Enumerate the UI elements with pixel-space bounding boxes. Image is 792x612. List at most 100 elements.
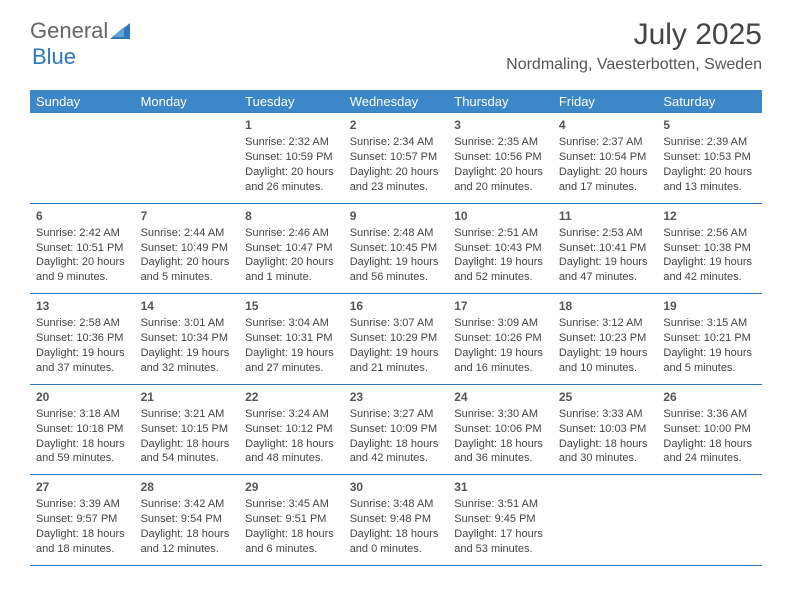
- day-info: Sunrise: 2:44 AMSunset: 10:49 PMDaylight…: [141, 226, 234, 285]
- calendar-cell: 3 Sunrise: 2:35 AMSunset: 10:56 PMDayligh…: [448, 113, 553, 203]
- day-number: 20: [36, 389, 129, 405]
- calendar-cell: 18 Sunrise: 3:12 AMSunset: 10:23 PMDaylig…: [553, 294, 658, 385]
- location-text: Nordmaling, Vaesterbotten, Sweden: [506, 56, 762, 74]
- day-info: Sunrise: 3:21 AMSunset: 10:15 PMDaylight…: [141, 407, 234, 466]
- day-number: 27: [36, 479, 129, 495]
- day-number: 8: [245, 208, 338, 224]
- day-number: 23: [350, 389, 443, 405]
- day-info: Sunrise: 3:45 AMSunset: 9:51 PMDaylight:…: [245, 497, 338, 556]
- calendar-cell: 17Sunrise: 3:09 AMSunset: 10:26 PMDaylig…: [448, 294, 553, 385]
- day-info: Sunrise: 2:34 AMSunset: 10:57 PMDaylight…: [350, 135, 443, 194]
- calendar-cell: 23 Sunrise: 3:27 AMSunset: 10:09 PMDaylig…: [344, 384, 449, 475]
- day-info: Sunrise: 2:53 AMSunset: 10:41 PMDaylight…: [559, 226, 652, 285]
- calendar-cell: 11 Sunrise: 2:53 AMSunset: 10:41 PMDaylig…: [553, 203, 658, 294]
- logo-triangle-icon: [110, 23, 130, 39]
- day-number: 9: [350, 208, 443, 224]
- day-number: 11: [559, 208, 652, 224]
- day-info: Sunrise: 2:51 AMSunset: 10:43 PMDaylight…: [454, 226, 547, 285]
- weekday-header: Friday: [553, 90, 658, 113]
- day-number: 10: [454, 208, 547, 224]
- weekday-header: Monday: [135, 90, 240, 113]
- calendar-cell: 21 Sunrise: 3:21 AMSunset: 10:15 PMDaylig…: [135, 384, 240, 475]
- day-info: Sunrise: 2:48 AMSunset: 10:45 PMDaylight…: [350, 226, 443, 285]
- calendar-cell-empty: [553, 475, 658, 566]
- calendar-cell: 1Sunrise: 2:32 AMSunset: 10:59 PMDayligh…: [239, 113, 344, 203]
- calendar-cell: 27 Sunrise: 3:39 AMSunset: 9:57 PMDayligh…: [30, 475, 135, 566]
- day-number: 3: [454, 117, 547, 133]
- day-info: Sunrise: 3:01 AMSunset: 10:34 PMDaylight…: [141, 316, 234, 375]
- day-number: 14: [141, 298, 234, 314]
- day-number: 28: [141, 479, 234, 495]
- day-number: 22: [245, 389, 338, 405]
- calendar-row: 27 Sunrise: 3:39 AMSunset: 9:57 PMDayligh…: [30, 475, 762, 566]
- day-info: Sunrise: 3:15 AMSunset: 10:21 PMDaylight…: [663, 316, 756, 375]
- day-info: Sunrise: 3:24 AMSunset: 10:12 PMDaylight…: [245, 407, 338, 466]
- weekday-header: Sunday: [30, 90, 135, 113]
- weekday-header-row: SundayMondayTuesdayWednesdayThursdayFrid…: [30, 90, 762, 113]
- calendar-cell: 6 Sunrise: 2:42 AMSunset: 10:51 PMDayligh…: [30, 203, 135, 294]
- calendar-cell: 19Sunrise: 3:15 AMSunset: 10:21 PMDaylig…: [657, 294, 762, 385]
- day-info: Sunrise: 3:39 AMSunset: 9:57 PMDaylight:…: [36, 497, 129, 556]
- calendar-cell: 25Sunrise: 3:33 AMSunset: 10:03 PMDaylig…: [553, 384, 658, 475]
- calendar-cell: 15Sunrise: 3:04 AMSunset: 10:31 PMDaylig…: [239, 294, 344, 385]
- day-info: Sunrise: 3:36 AMSunset: 10:00 PMDaylight…: [663, 407, 756, 466]
- calendar-cell: 4 Sunrise: 2:37 AMSunset: 10:54 PMDayligh…: [553, 113, 658, 203]
- day-info: Sunrise: 3:33 AMSunset: 10:03 PMDaylight…: [559, 407, 652, 466]
- day-info: Sunrise: 2:46 AMSunset: 10:47 PMDaylight…: [245, 226, 338, 285]
- day-info: Sunrise: 3:48 AMSunset: 9:48 PMDaylight:…: [350, 497, 443, 556]
- day-info: Sunrise: 3:18 AMSunset: 10:18 PMDaylight…: [36, 407, 129, 466]
- day-info: Sunrise: 2:58 AMSunset: 10:36 PMDaylight…: [36, 316, 129, 375]
- day-number: 30: [350, 479, 443, 495]
- calendar-cell: 13Sunrise: 2:58 AMSunset: 10:36 PMDaylig…: [30, 294, 135, 385]
- calendar-row: 6 Sunrise: 2:42 AMSunset: 10:51 PMDayligh…: [30, 203, 762, 294]
- day-number: 24: [454, 389, 547, 405]
- day-info: Sunrise: 3:09 AMSunset: 10:26 PMDaylight…: [454, 316, 547, 375]
- calendar-cell-empty: [30, 113, 135, 203]
- calendar-cell: 8 Sunrise: 2:46 AMSunset: 10:47 PMDayligh…: [239, 203, 344, 294]
- day-info: Sunrise: 2:56 AMSunset: 10:38 PMDaylight…: [663, 226, 756, 285]
- day-info: Sunrise: 3:07 AMSunset: 10:29 PMDaylight…: [350, 316, 443, 375]
- calendar-cell: 16 Sunrise: 3:07 AMSunset: 10:29 PMDaylig…: [344, 294, 449, 385]
- calendar-cell: 2Sunrise: 2:34 AMSunset: 10:57 PMDayligh…: [344, 113, 449, 203]
- calendar-cell: 20 Sunrise: 3:18 AMSunset: 10:18 PMDaylig…: [30, 384, 135, 475]
- day-number: 12: [663, 208, 756, 224]
- day-info: Sunrise: 2:37 AMSunset: 10:54 PMDaylight…: [559, 135, 652, 194]
- day-number: 21: [141, 389, 234, 405]
- weekday-header: Thursday: [448, 90, 553, 113]
- day-info: Sunrise: 3:12 AMSunset: 10:23 PMDaylight…: [559, 316, 652, 375]
- calendar-body: 1Sunrise: 2:32 AMSunset: 10:59 PMDayligh…: [30, 113, 762, 565]
- calendar-cell: 14 Sunrise: 3:01 AMSunset: 10:34 PMDaylig…: [135, 294, 240, 385]
- day-info: Sunrise: 3:51 AMSunset: 9:45 PMDaylight:…: [454, 497, 547, 556]
- weekday-header: Saturday: [657, 90, 762, 113]
- calendar-cell: 7 Sunrise: 2:44 AMSunset: 10:49 PMDayligh…: [135, 203, 240, 294]
- calendar-row: 20 Sunrise: 3:18 AMSunset: 10:18 PMDaylig…: [30, 384, 762, 475]
- calendar-cell: 26Sunrise: 3:36 AMSunset: 10:00 PMDaylig…: [657, 384, 762, 475]
- day-number: 7: [141, 208, 234, 224]
- calendar-cell: 9 Sunrise: 2:48 AMSunset: 10:45 PMDayligh…: [344, 203, 449, 294]
- logo-text-blue: Blue: [32, 44, 76, 70]
- calendar-cell: 5Sunrise: 2:39 AMSunset: 10:53 PMDayligh…: [657, 113, 762, 203]
- day-info: Sunrise: 3:04 AMSunset: 10:31 PMDaylight…: [245, 316, 338, 375]
- calendar-row: 1Sunrise: 2:32 AMSunset: 10:59 PMDayligh…: [30, 113, 762, 203]
- calendar-row: 13Sunrise: 2:58 AMSunset: 10:36 PMDaylig…: [30, 294, 762, 385]
- day-info: Sunrise: 2:42 AMSunset: 10:51 PMDaylight…: [36, 226, 129, 285]
- logo: General: [30, 18, 130, 44]
- calendar-table: SundayMondayTuesdayWednesdayThursdayFrid…: [30, 90, 762, 566]
- calendar-cell: 31Sunrise: 3:51 AMSunset: 9:45 PMDayligh…: [448, 475, 553, 566]
- weekday-header: Wednesday: [344, 90, 449, 113]
- calendar-cell: 24 Sunrise: 3:30 AMSunset: 10:06 PMDaylig…: [448, 384, 553, 475]
- calendar-cell-empty: [135, 113, 240, 203]
- weekday-header: Tuesday: [239, 90, 344, 113]
- day-number: 16: [350, 298, 443, 314]
- day-number: 4: [559, 117, 652, 133]
- header: General July 2025 Nordmaling, Vaesterbot…: [0, 0, 792, 82]
- calendar-cell: 28Sunrise: 3:42 AMSunset: 9:54 PMDayligh…: [135, 475, 240, 566]
- day-info: Sunrise: 2:39 AMSunset: 10:53 PMDaylight…: [663, 135, 756, 194]
- calendar-cell: 22 Sunrise: 3:24 AMSunset: 10:12 PMDaylig…: [239, 384, 344, 475]
- day-number: 18: [559, 298, 652, 314]
- day-info: Sunrise: 3:27 AMSunset: 10:09 PMDaylight…: [350, 407, 443, 466]
- day-info: Sunrise: 3:30 AMSunset: 10:06 PMDaylight…: [454, 407, 547, 466]
- day-number: 6: [36, 208, 129, 224]
- day-info: Sunrise: 2:35 AMSunset: 10:56 PMDaylight…: [454, 135, 547, 194]
- calendar-cell: 30 Sunrise: 3:48 AMSunset: 9:48 PMDayligh…: [344, 475, 449, 566]
